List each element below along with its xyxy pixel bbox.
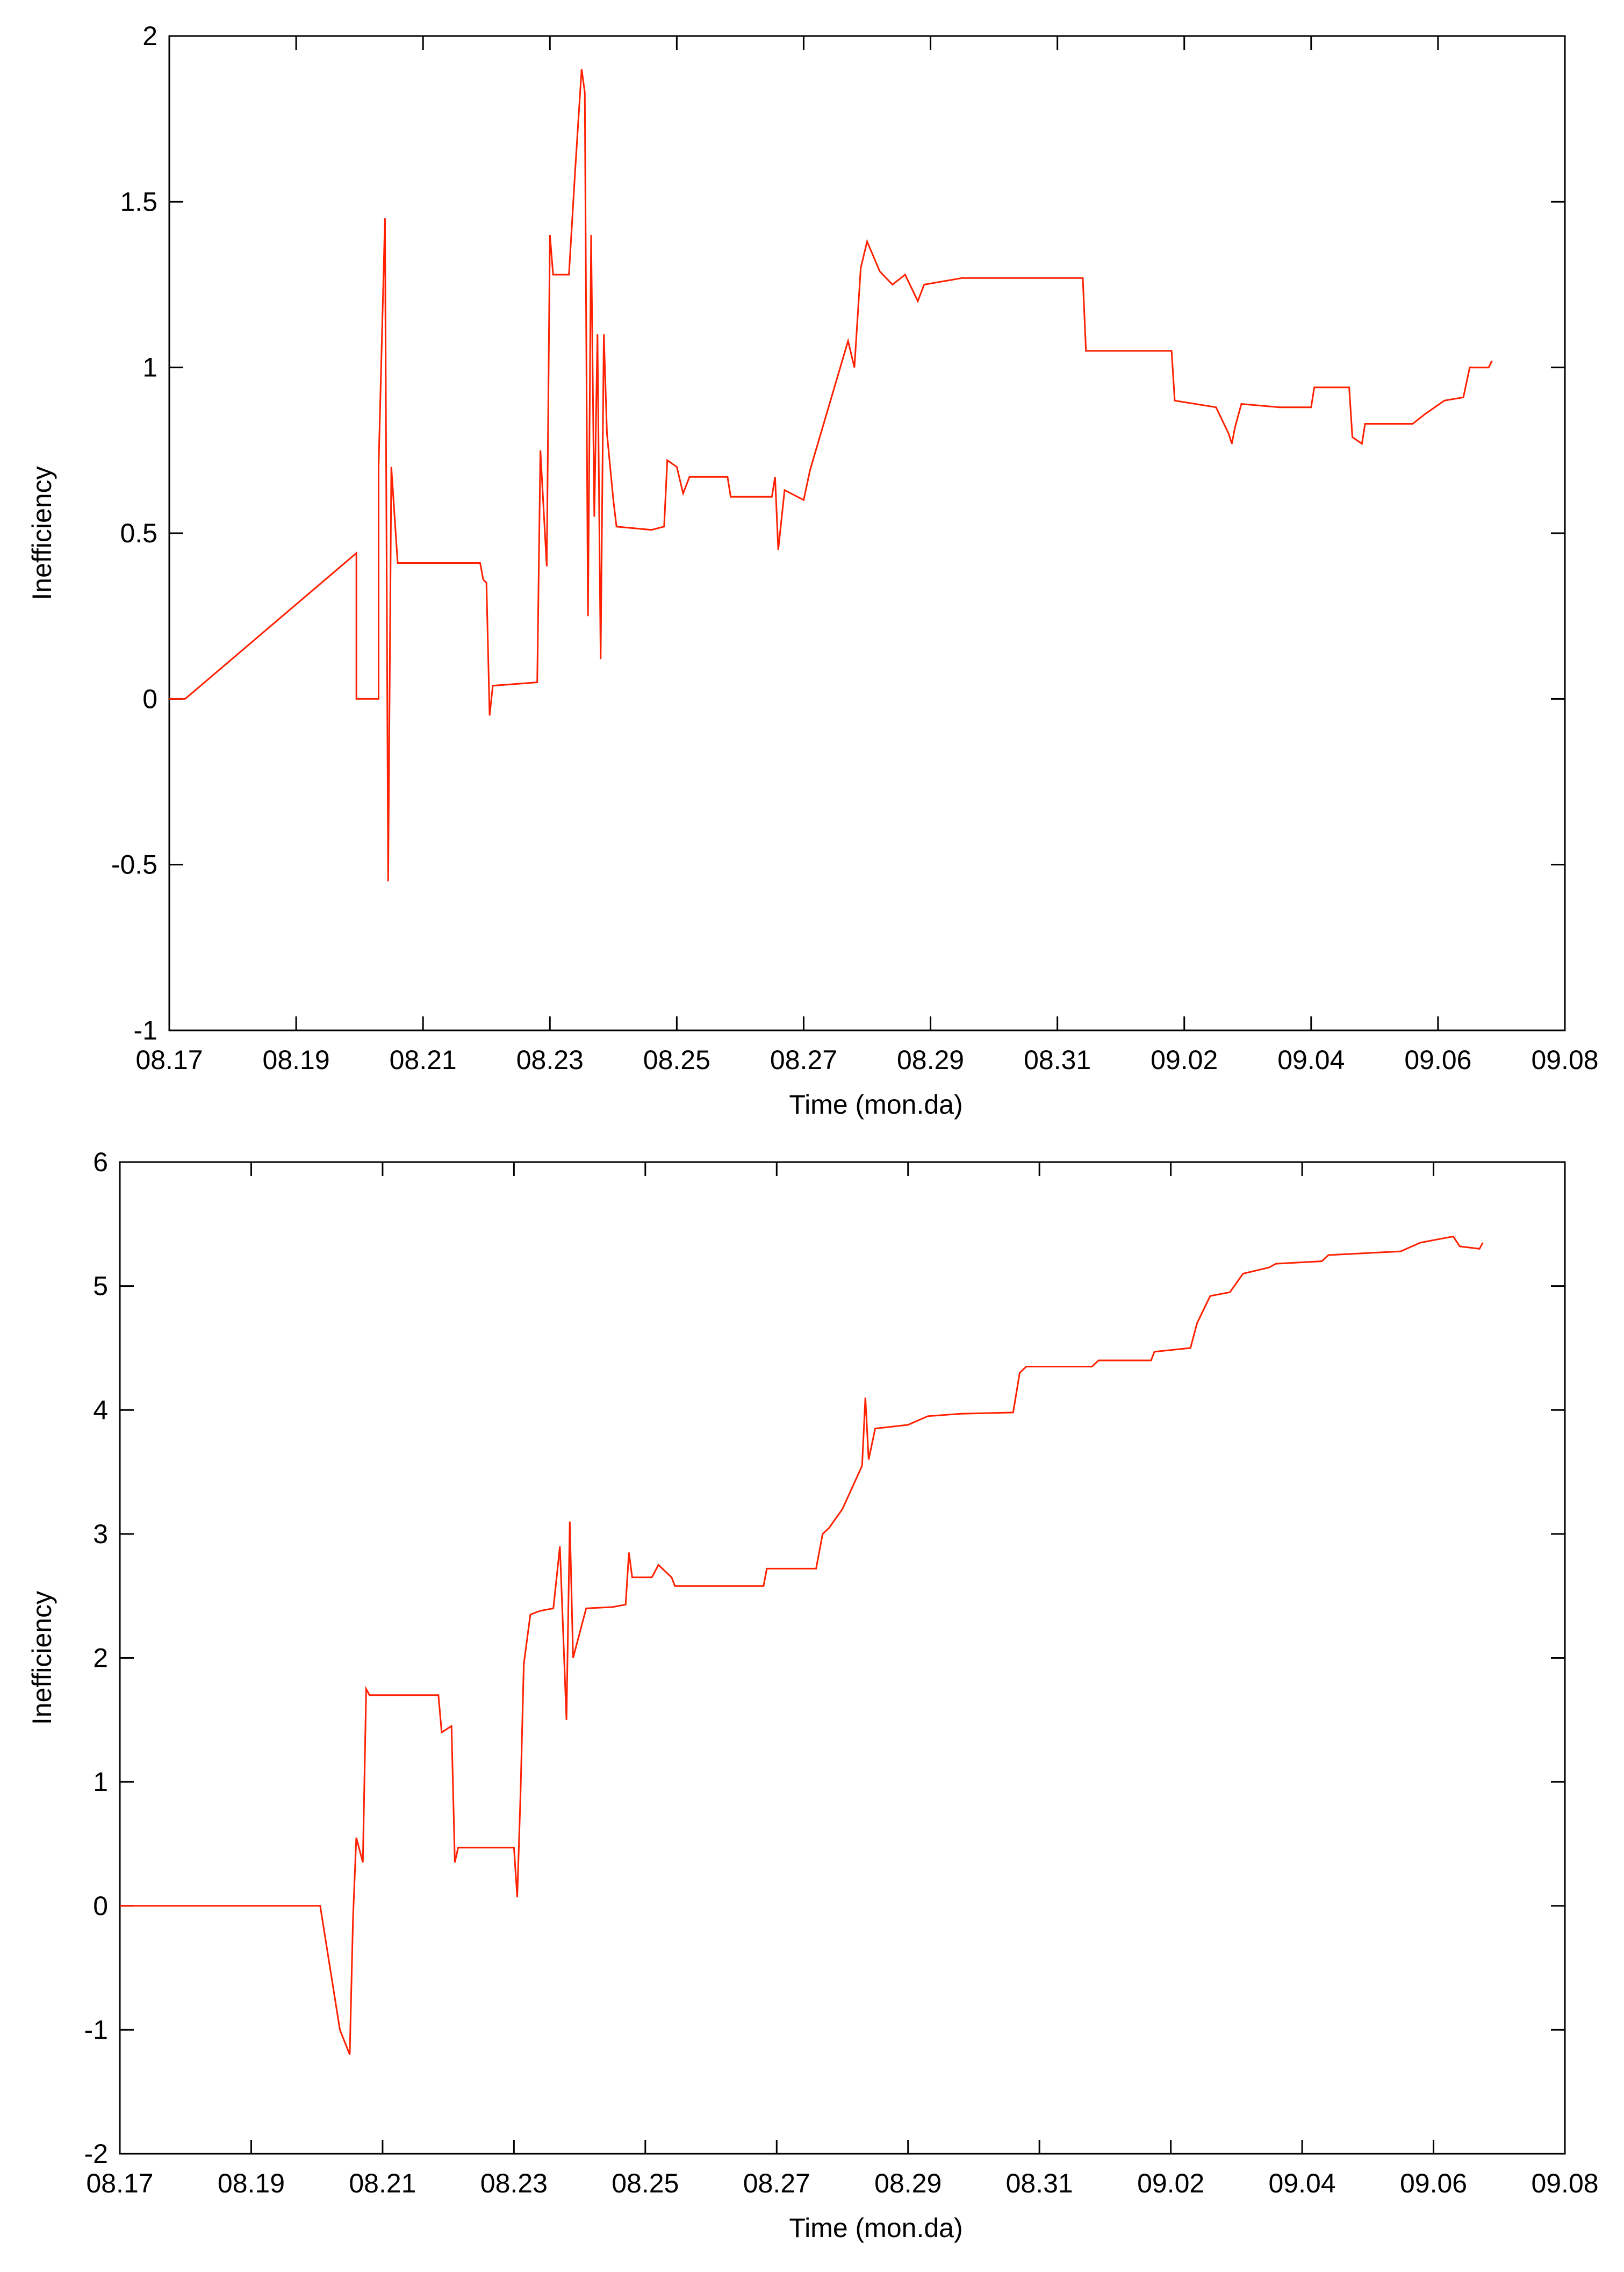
y-tick-label: 0: [93, 1891, 108, 1921]
y-tick-label: -1: [84, 2015, 108, 2045]
x-tick-label: 09.04: [1269, 2168, 1336, 2198]
x-tick-label: 08.21: [349, 2168, 416, 2198]
y-axis-label: Inefficiency: [27, 466, 57, 600]
x-axis-label: Time (mon.da): [789, 2213, 962, 2243]
x-axis-label: Time (mon.da): [789, 1090, 962, 1120]
x-tick-label: 09.02: [1151, 1045, 1218, 1075]
y-tick-label: 6: [93, 1147, 108, 1177]
y-tick-label: 1.5: [120, 187, 157, 217]
y-tick-label: -0.5: [111, 850, 157, 880]
y-tick-label: 2: [93, 1643, 108, 1673]
y-tick-label: -2: [84, 2139, 108, 2169]
x-tick-label: 08.25: [612, 2168, 679, 2198]
data-line: [120, 1235, 1484, 2055]
y-axis-label: Inefficiency: [27, 1591, 57, 1725]
x-tick-label: 08.29: [874, 2168, 942, 2198]
x-tick-label: 09.06: [1400, 2168, 1467, 2198]
x-tick-label: 08.27: [770, 1045, 837, 1075]
x-tick-label: 08.19: [263, 1045, 330, 1075]
y-tick-label: 0: [142, 684, 157, 714]
x-tick-label: 08.25: [643, 1045, 710, 1075]
x-tick-label: 09.02: [1137, 2168, 1204, 2198]
x-tick-label: 08.31: [1024, 1045, 1091, 1075]
x-tick-label: 08.29: [897, 1045, 964, 1075]
x-tick-label: 09.08: [1531, 2168, 1598, 2198]
y-tick-label: 1: [142, 353, 157, 383]
y-tick-label: 2: [142, 21, 157, 51]
y-tick-label: 3: [93, 1519, 108, 1549]
x-tick-label: 08.17: [86, 2168, 153, 2198]
x-tick-label: 09.08: [1531, 1045, 1598, 1075]
x-tick-label: 08.27: [743, 2168, 810, 2198]
x-tick-label: 09.06: [1404, 1045, 1471, 1075]
x-tick-label: 08.31: [1006, 2168, 1073, 2198]
x-tick-label: 08.17: [135, 1045, 203, 1075]
y-tick-label: 1: [93, 1767, 108, 1797]
x-tick-label: 08.21: [390, 1045, 457, 1075]
y-tick-label: 5: [93, 1271, 108, 1301]
y-tick-label: -1: [134, 1015, 157, 1045]
x-tick-label: 08.19: [218, 2168, 285, 2198]
y-tick-label: 4: [93, 1395, 108, 1425]
data-line: [169, 69, 1493, 881]
y-tick-label: 0.5: [120, 518, 157, 548]
x-tick-label: 08.23: [480, 2168, 548, 2198]
x-tick-label: 09.04: [1277, 1045, 1345, 1075]
x-tick-label: 08.23: [516, 1045, 584, 1075]
